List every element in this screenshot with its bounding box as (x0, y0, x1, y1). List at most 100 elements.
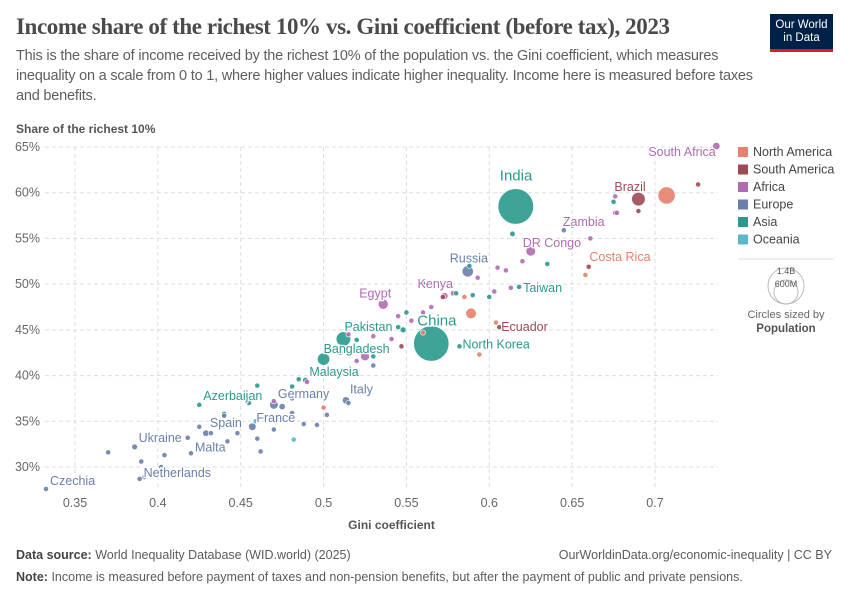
data-point (398, 343, 405, 350)
data-point (252, 418, 259, 425)
data-point (196, 401, 203, 408)
data-point (370, 353, 377, 360)
owid-logo[interactable]: Our World in Data (770, 14, 833, 52)
point-label: Czechia (50, 474, 95, 488)
legend-item: North America (753, 145, 832, 159)
x-tick-label: 0.6 (481, 496, 498, 510)
point-label: Ukraine (139, 431, 182, 445)
point-label: Malta (195, 440, 226, 454)
data-point (587, 235, 594, 242)
data-point (254, 382, 261, 389)
data-point (456, 343, 463, 350)
point-label: Bangladesh (324, 342, 390, 356)
data-point (428, 304, 435, 310)
data-point (136, 475, 143, 482)
data-point (345, 331, 352, 338)
x-tick-label: 0.7 (646, 496, 663, 510)
data-point (257, 448, 264, 455)
x-tick-label: 0.5 (315, 496, 332, 510)
data-point (234, 430, 241, 437)
legend-item: Asia (753, 215, 777, 229)
note: Note: Income is measured before payment … (16, 570, 743, 584)
data-point (278, 403, 286, 411)
data-point (270, 426, 277, 433)
point-label: DR Congo (523, 236, 581, 250)
legend-item: Europe (753, 198, 793, 212)
data-point (486, 294, 493, 300)
data-point (399, 326, 407, 334)
point-label: Pakistan (344, 320, 392, 334)
data-point (413, 325, 450, 362)
data-point (138, 458, 145, 465)
x-tick-label: 0.4 (149, 496, 166, 510)
y-tick-label: 50% (15, 277, 40, 291)
data-point (466, 262, 473, 269)
data-point (295, 376, 302, 383)
point-label: Germany (278, 387, 330, 401)
data-point (370, 362, 377, 369)
legend-item: South America (753, 163, 834, 177)
y-axis-label: Share of the richest 10% (16, 122, 156, 136)
data-point (439, 294, 446, 300)
legend-item: Oceania (753, 233, 800, 247)
data-point (712, 142, 721, 151)
data-point (496, 324, 503, 331)
note-label: Note: (16, 570, 48, 584)
data-point (476, 351, 483, 358)
x-tick-label: 0.55 (394, 496, 418, 510)
data-point (502, 267, 509, 274)
legend-swatch (738, 234, 748, 245)
chart-title: Income share of the richest 10% vs. Gini… (16, 14, 670, 39)
data-point (317, 352, 331, 366)
data-point (304, 379, 310, 385)
data-point (270, 398, 277, 405)
y-tick-label: 35% (15, 414, 40, 428)
data-point (420, 280, 426, 287)
point-label: Netherlands (144, 466, 211, 480)
y-tick-label: 45% (15, 323, 40, 337)
data-point (43, 486, 49, 492)
data-point (337, 349, 344, 356)
data-point (465, 307, 477, 320)
y-tick-label: 40% (15, 369, 40, 383)
data-point (657, 186, 676, 205)
point-label: China (417, 313, 457, 330)
scatter-plot: 30% 35% 40% 45% 50% 55% 60% 65% 0.35 0.4 0.45 0.5 0.… (15, 140, 834, 532)
data-point (353, 337, 360, 343)
y-tick-label: 30% (15, 460, 40, 474)
data-point (196, 423, 203, 430)
data-point (695, 181, 701, 188)
source-url[interactable]: OurWorldinData.org/economic-inequality |… (558, 548, 832, 562)
point-label: France (256, 411, 295, 425)
data-point (188, 450, 194, 457)
data-point (461, 294, 468, 300)
data-point (377, 298, 389, 310)
data-point (560, 227, 567, 234)
point-label: Azerbaijan (203, 389, 262, 403)
data-point (323, 411, 330, 418)
point-label: Ecuador (501, 320, 548, 334)
legend-swatch (738, 147, 748, 157)
size-legend-value: 1.4B (777, 266, 796, 276)
data-point (320, 369, 327, 376)
data-point (494, 264, 501, 271)
legend-swatch (738, 217, 748, 227)
data-point (314, 422, 320, 428)
data-point (635, 208, 642, 214)
source-text: World Inequality Database (WID.world) (2… (95, 548, 351, 562)
data-point (161, 452, 168, 459)
data-point (395, 324, 402, 331)
data-point (544, 261, 551, 267)
data-point (612, 193, 619, 200)
point-label: Zambia (563, 215, 605, 229)
legend-swatch (738, 164, 748, 175)
point-label: India (500, 167, 533, 184)
data-point (420, 329, 426, 336)
data-point (131, 443, 138, 451)
x-tick-label: 0.35 (63, 496, 87, 510)
data-point (158, 464, 165, 470)
data-point (469, 292, 476, 299)
data-point (516, 283, 523, 290)
point-label: Malaysia (309, 365, 358, 379)
point-label: Brazil (614, 180, 645, 194)
